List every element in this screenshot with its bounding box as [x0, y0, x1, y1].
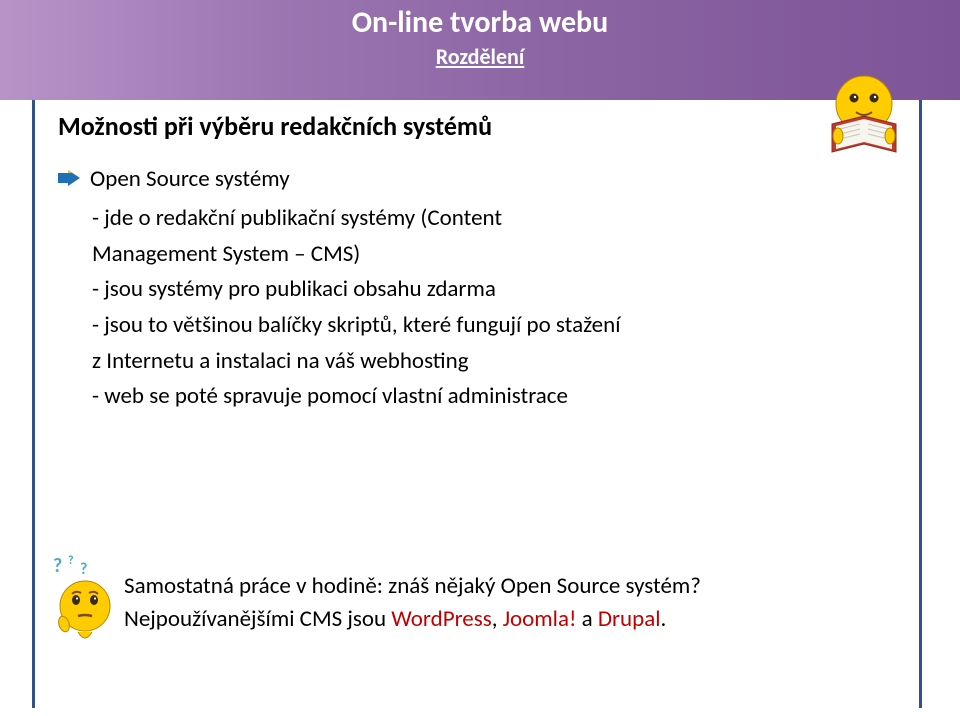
slide: On-line tvorba webu Rozdělení Možnosti p…: [0, 0, 960, 716]
body-line: Management System – CMS): [92, 237, 818, 273]
svg-text:?: ?: [53, 554, 62, 578]
footer-line: Nejpoužívanějšími CMS jsou WordPress, Jo…: [124, 603, 701, 636]
page-subtitle: Rozdělení: [436, 43, 525, 70]
page-title: On-line tvorba webu: [352, 4, 609, 41]
svg-text:?: ?: [80, 560, 87, 579]
body-line: - jsou to většinou balíčky skriptů, kter…: [92, 308, 818, 344]
footer-joomla: Joomla!: [503, 605, 577, 633]
reading-emoji-icon: [814, 66, 914, 165]
svg-text:?: ?: [68, 554, 74, 568]
body-line: - jsou systémy pro publikaci obsahu zdar…: [92, 272, 818, 308]
content-area: Možnosti při výběru redakčních systémů O…: [58, 110, 818, 415]
footer-drupal: Drupal: [598, 605, 661, 633]
arrow-bullet-icon: [58, 170, 80, 191]
footer-text-end: .: [661, 605, 667, 633]
body-line: - web se poté spravuje pomocí vlastní ad…: [92, 379, 818, 415]
bullet-row: Open Source systémy: [58, 164, 818, 195]
body-text: - jde o redakční publikační systémy (Con…: [92, 201, 818, 415]
footer-text: Samostatná práce v hodině: znáš nějaký O…: [124, 570, 701, 637]
question-emoji-icon: ? ? ?: [50, 552, 120, 649]
body-line: - jde o redakční publikační systémy (Con…: [92, 201, 818, 237]
footer-wordpress: WordPress: [391, 605, 491, 633]
footer-text-mid: ,: [492, 605, 503, 633]
footer-text-and: a: [576, 605, 597, 633]
footer-line: Samostatná práce v hodině: znáš nějaký O…: [124, 570, 701, 603]
bullet-label: Open Source systémy: [90, 164, 290, 195]
section-heading: Možnosti při výběru redakčních systémů: [58, 110, 818, 142]
body-line: z Internetu a instalaci na váš webhostin…: [92, 344, 818, 380]
footer-text-pre: Nejpoužívanějšími CMS jsou: [124, 605, 391, 633]
